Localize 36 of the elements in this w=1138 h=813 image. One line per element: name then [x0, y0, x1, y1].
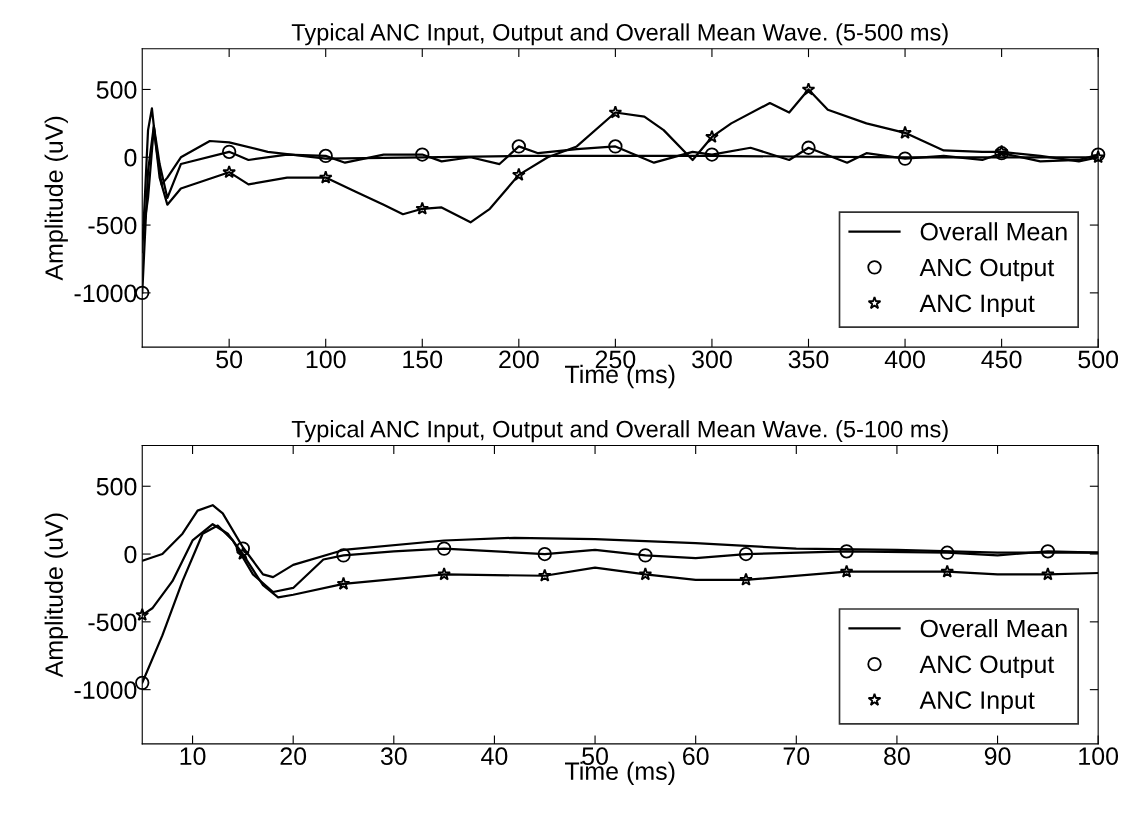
x-tick-label: 20 — [280, 747, 307, 766]
x-tick-label: 400 — [884, 350, 925, 369]
y-tick-label: -1000 — [74, 681, 137, 699]
x-tick-label: 60 — [683, 747, 709, 766]
legend-label: Overall Mean — [920, 618, 1067, 638]
x-tick-label: 50 — [216, 350, 243, 369]
y-tick-label: 0 — [124, 148, 137, 167]
x-tick-label: 500 — [1078, 350, 1119, 369]
x-tick-label: 200 — [499, 350, 539, 369]
chart-title: Typical ANC Input, Output and Overall Mean Wave. (5-100 ms) — [291, 420, 948, 443]
x-tick-label: 350 — [788, 350, 829, 369]
chart-title: Typical ANC Input, Output and Overall Mean Wave. (5-500 ms) — [291, 23, 948, 46]
legend-label: ANC Output — [919, 258, 1055, 282]
y-tick-label: 500 — [96, 81, 137, 99]
y-axis-title: Amplitude (uV) — [44, 116, 68, 281]
y-tick-label: -500 — [88, 216, 137, 235]
x-tick-label: 100 — [306, 350, 346, 369]
y-tick-label: -500 — [88, 613, 137, 632]
x-tick-label: 30 — [380, 747, 407, 766]
x-tick-label: 90 — [984, 747, 1011, 766]
y-tick-label: 0 — [124, 545, 137, 564]
x-tick-label: 300 — [692, 350, 732, 369]
x-tick-label: 70 — [783, 747, 810, 766]
legend-label: ANC Output — [919, 655, 1055, 679]
x-tick-label: 450 — [981, 350, 1022, 369]
legend-label: ANC Input — [919, 294, 1035, 318]
x-tick-label: 150 — [403, 350, 443, 369]
x-tick-label: 80 — [884, 747, 910, 766]
y-tick-label: -1000 — [74, 284, 137, 303]
x-tick-label: 40 — [481, 747, 508, 766]
x-tick-label: 100 — [1079, 747, 1119, 766]
x-tick-label: 10 — [180, 747, 206, 766]
legend-label: ANC Input — [919, 691, 1035, 714]
y-axis-title: Amplitude (uV) — [44, 513, 68, 678]
y-tick-label: 500 — [96, 477, 137, 496]
legend-label: Overall Mean — [920, 222, 1067, 241]
